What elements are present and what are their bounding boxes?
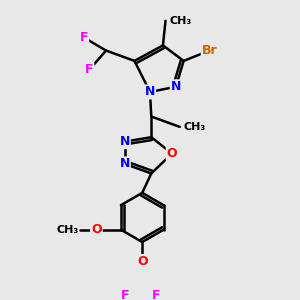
Text: N: N xyxy=(119,135,130,148)
Text: O: O xyxy=(91,223,102,236)
Text: F: F xyxy=(152,289,161,300)
Text: F: F xyxy=(85,64,93,76)
Text: CH₃: CH₃ xyxy=(169,16,192,26)
Text: N: N xyxy=(171,80,181,93)
Text: CH₃: CH₃ xyxy=(184,122,206,132)
Text: N: N xyxy=(119,158,130,170)
Text: N: N xyxy=(145,85,155,98)
Text: F: F xyxy=(121,289,130,300)
Text: O: O xyxy=(137,255,148,268)
Text: CH₃: CH₃ xyxy=(56,225,78,235)
Text: O: O xyxy=(167,147,177,160)
Text: F: F xyxy=(80,31,88,44)
Text: Br: Br xyxy=(202,44,217,57)
